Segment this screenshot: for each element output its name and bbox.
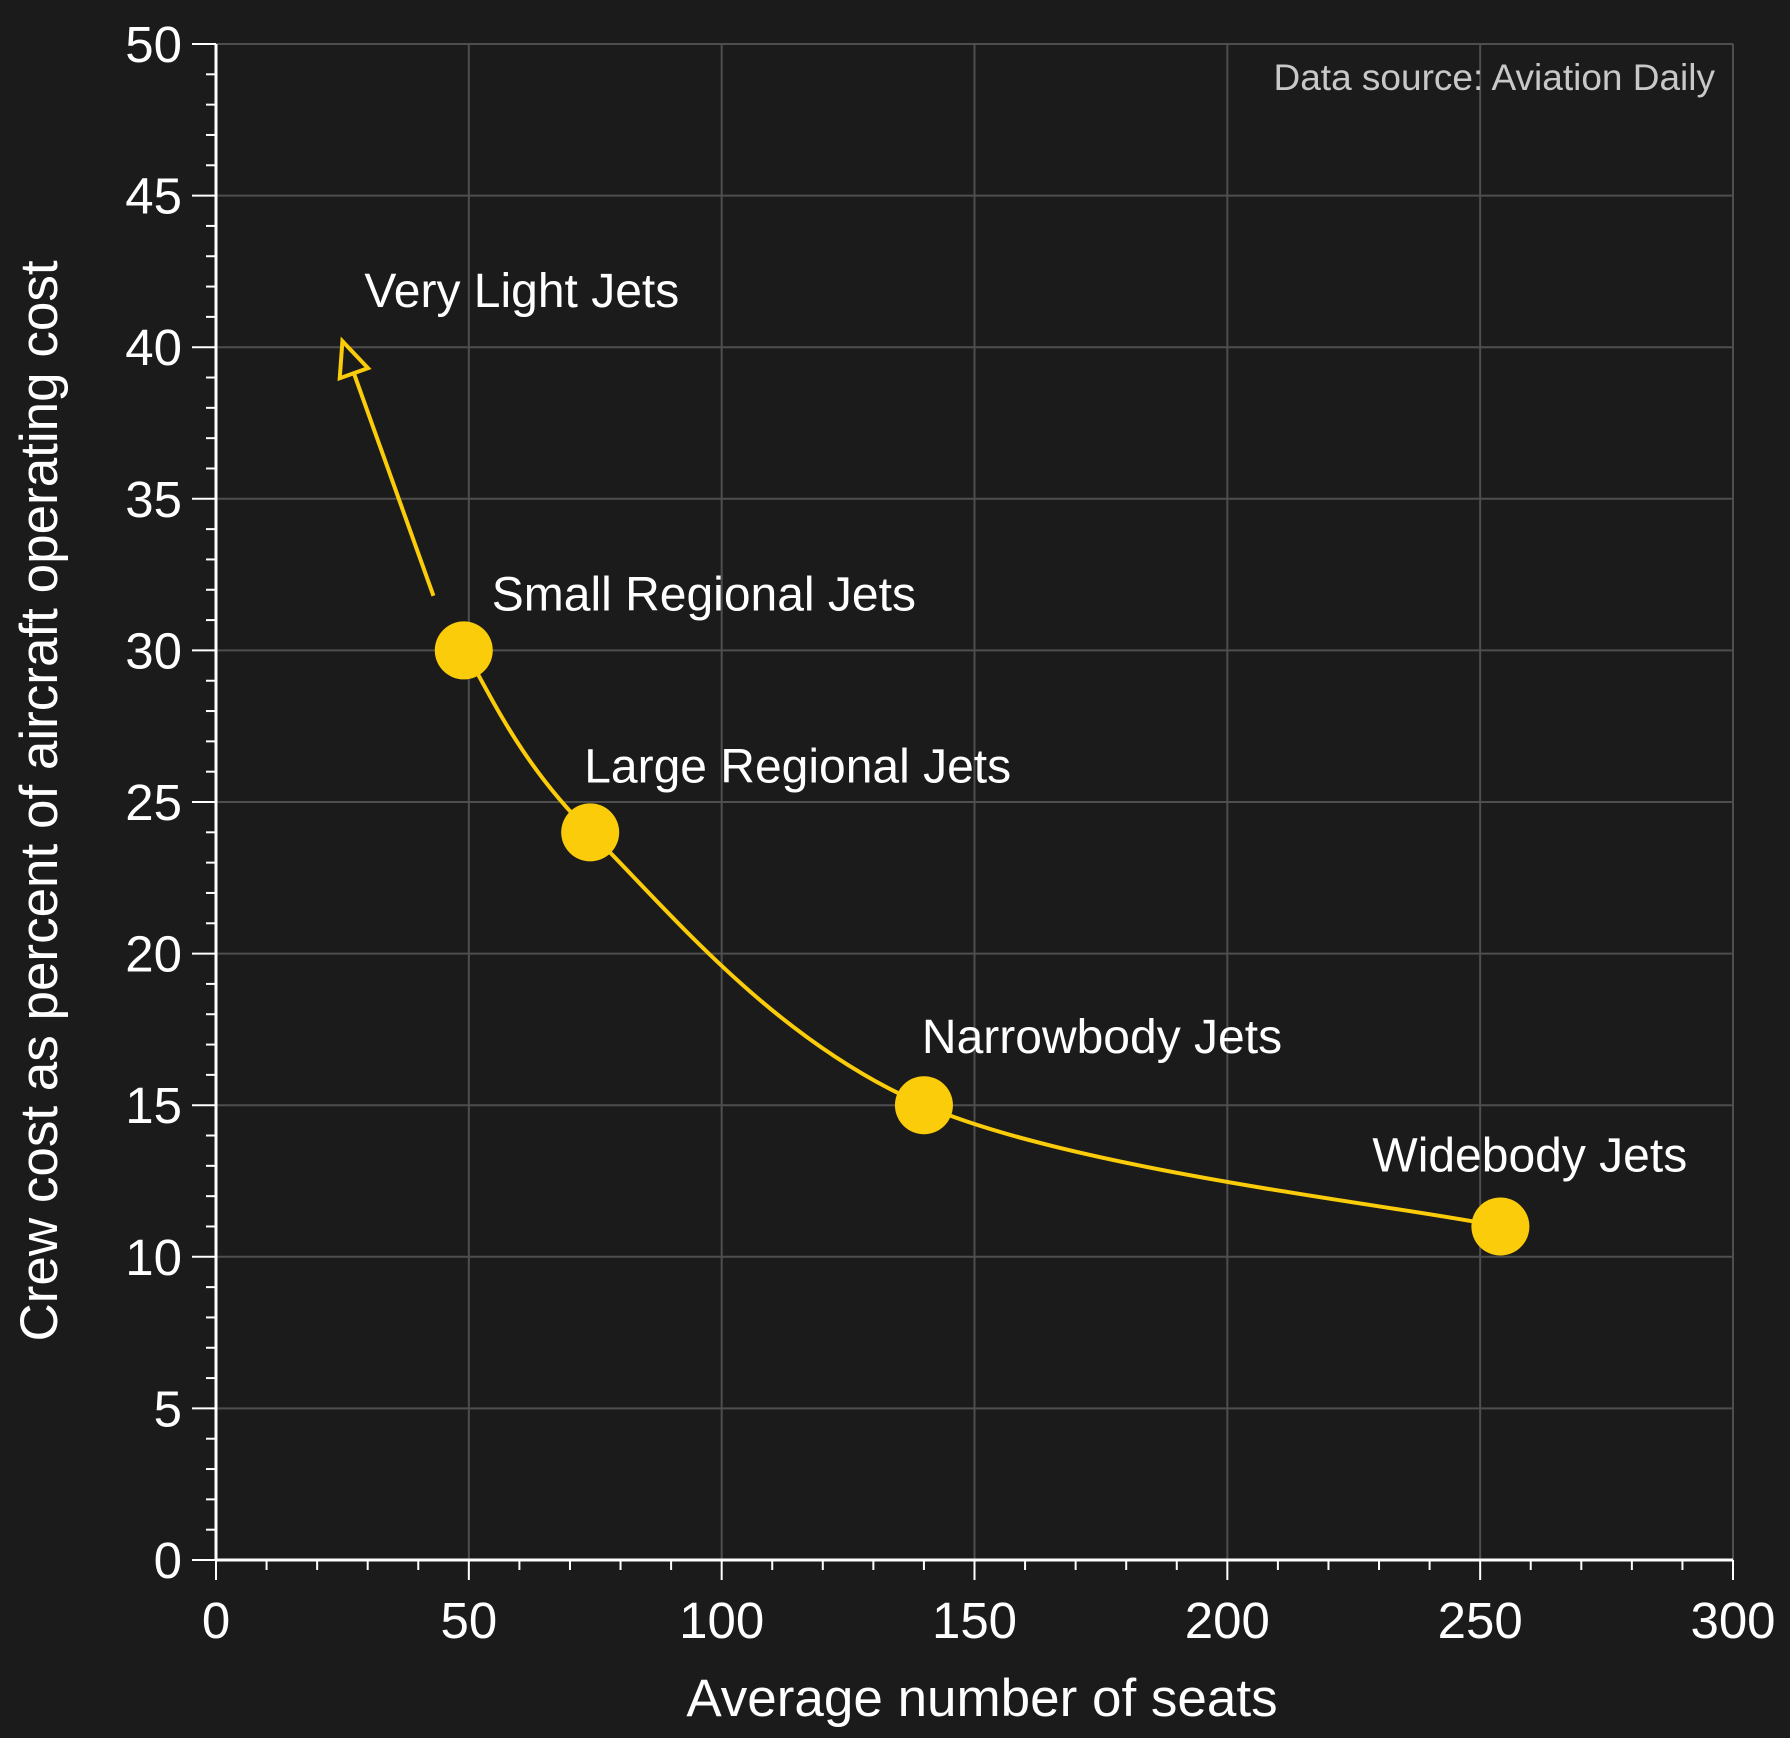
arrow-shaft bbox=[351, 372, 436, 597]
x-tick-label: 0 bbox=[202, 1592, 230, 1649]
y-tick-label: 20 bbox=[125, 926, 182, 983]
labels: Very Light Jets Small Regional Jets Large … bbox=[364, 265, 1687, 1182]
y-tick-label: 10 bbox=[125, 1229, 182, 1286]
x-tick-label: 150 bbox=[932, 1592, 1017, 1649]
data-point bbox=[434, 621, 493, 680]
x-tick-label: 300 bbox=[1690, 1592, 1775, 1649]
y-tick-label: 5 bbox=[154, 1380, 182, 1437]
y-tick-label: 45 bbox=[125, 168, 182, 225]
arrow-label: Very Light Jets bbox=[364, 265, 679, 318]
data-point bbox=[894, 1076, 953, 1135]
data-point bbox=[561, 803, 620, 862]
y-tick-label: 15 bbox=[125, 1077, 182, 1134]
data-source-note: Data source: Aviation Daily bbox=[1274, 57, 1716, 98]
y-tick-label: 0 bbox=[154, 1532, 182, 1589]
x-tick-label: 250 bbox=[1438, 1592, 1523, 1649]
y-tick-label: 30 bbox=[125, 622, 182, 679]
x-tick-label: 200 bbox=[1185, 1592, 1270, 1649]
x-axis-title: Average number of seats bbox=[686, 1669, 1277, 1728]
arrow-head bbox=[337, 336, 372, 382]
data-point-label: Small Regional Jets bbox=[492, 568, 916, 621]
y-tick-label: 40 bbox=[125, 319, 182, 376]
data-point-label: Widebody Jets bbox=[1372, 1129, 1687, 1182]
ticks: 0 50 100 150 200 250 300 0 5 10 15 20 25 30 35 40 45 50 bbox=[125, 16, 1775, 1649]
y-tick-label: 25 bbox=[125, 774, 182, 831]
x-tick-label: 100 bbox=[679, 1592, 764, 1649]
data-point-label: Narrowbody Jets bbox=[922, 1011, 1282, 1064]
y-axis-title: Crew cost as percent of aircraft operati… bbox=[10, 260, 69, 1341]
y-tick-label: 50 bbox=[125, 16, 182, 73]
data-point bbox=[1471, 1197, 1530, 1256]
y-tick-label: 35 bbox=[125, 471, 182, 528]
data-point-label: Large Regional Jets bbox=[584, 740, 1011, 793]
x-tick-label: 50 bbox=[440, 1592, 497, 1649]
series-curve bbox=[462, 649, 1501, 1229]
series bbox=[337, 336, 1530, 1256]
